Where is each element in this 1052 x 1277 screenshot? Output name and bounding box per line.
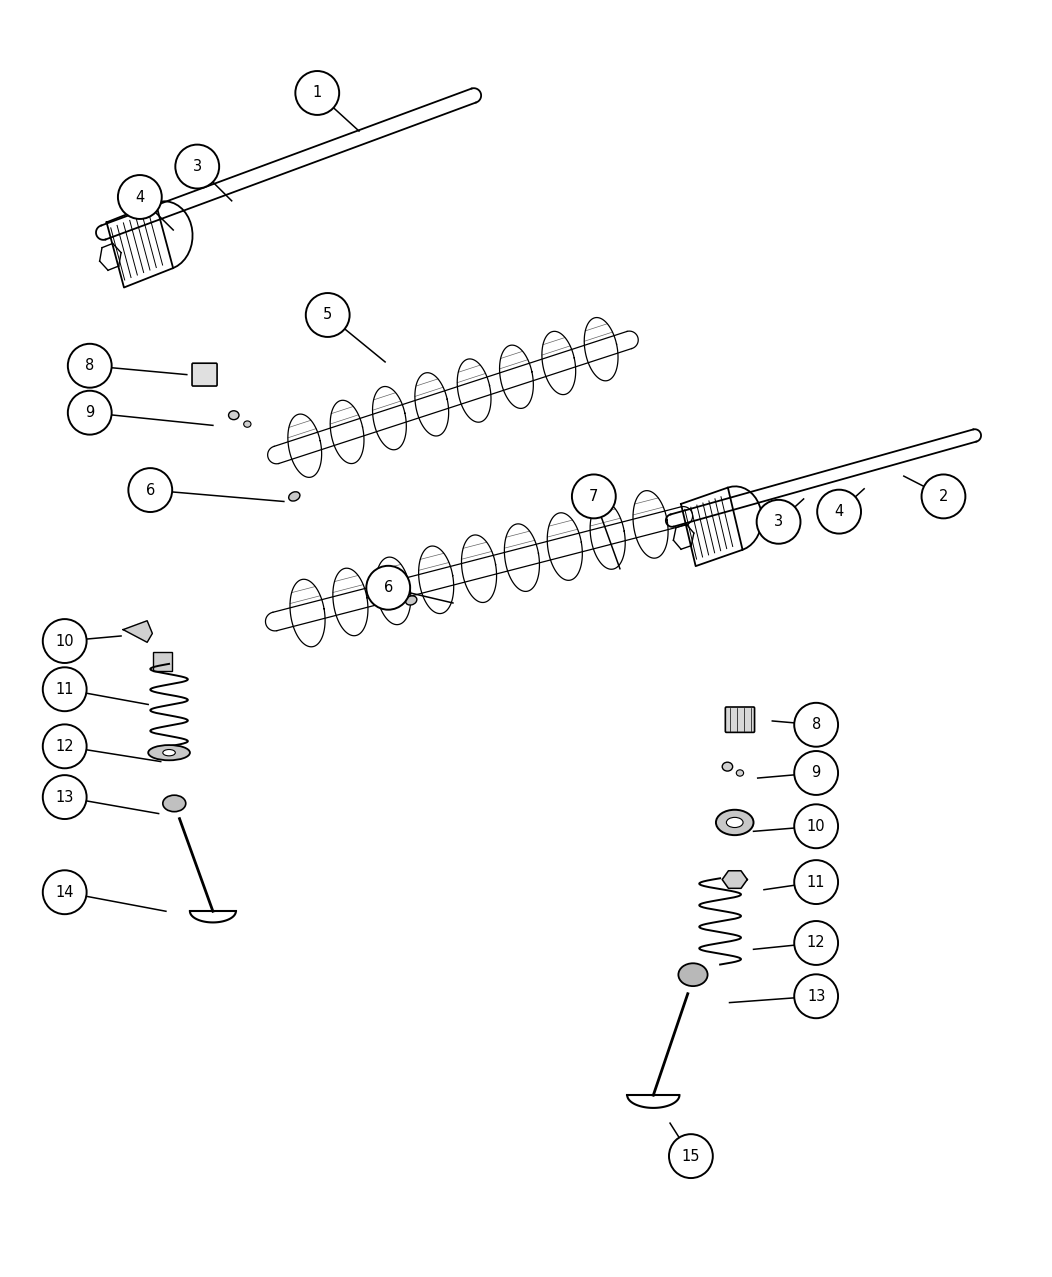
Text: 12: 12	[807, 936, 826, 950]
Ellipse shape	[306, 292, 349, 337]
Ellipse shape	[366, 566, 410, 609]
Polygon shape	[723, 871, 747, 889]
Ellipse shape	[118, 175, 162, 218]
Ellipse shape	[794, 861, 838, 904]
Text: 10: 10	[807, 819, 826, 834]
Ellipse shape	[148, 744, 190, 760]
Ellipse shape	[43, 871, 86, 914]
Ellipse shape	[716, 810, 753, 835]
Text: 15: 15	[682, 1148, 701, 1163]
Ellipse shape	[163, 750, 176, 756]
Text: 4: 4	[136, 189, 144, 204]
Ellipse shape	[43, 724, 86, 769]
Text: 6: 6	[145, 483, 155, 498]
Text: 11: 11	[807, 875, 826, 890]
Ellipse shape	[922, 475, 966, 518]
Text: 8: 8	[85, 359, 95, 373]
Ellipse shape	[572, 475, 615, 518]
Ellipse shape	[43, 619, 86, 663]
Ellipse shape	[794, 702, 838, 747]
Text: 12: 12	[56, 739, 74, 753]
Text: 10: 10	[56, 633, 74, 649]
Text: 1: 1	[312, 86, 322, 101]
Ellipse shape	[794, 805, 838, 848]
Text: 11: 11	[56, 682, 74, 697]
Text: 14: 14	[56, 885, 74, 900]
FancyBboxPatch shape	[193, 363, 217, 386]
Ellipse shape	[794, 921, 838, 965]
Ellipse shape	[296, 72, 339, 115]
Ellipse shape	[756, 499, 801, 544]
Ellipse shape	[228, 411, 239, 420]
Text: 13: 13	[807, 988, 826, 1004]
Ellipse shape	[794, 974, 838, 1018]
Polygon shape	[123, 621, 153, 642]
Ellipse shape	[817, 489, 861, 534]
Text: 9: 9	[85, 405, 95, 420]
Ellipse shape	[163, 796, 186, 812]
Ellipse shape	[723, 762, 732, 771]
Ellipse shape	[736, 770, 744, 776]
Ellipse shape	[43, 668, 86, 711]
Text: 3: 3	[774, 515, 783, 529]
Ellipse shape	[128, 469, 173, 512]
Text: 5: 5	[323, 308, 332, 323]
Text: 3: 3	[193, 160, 202, 174]
Ellipse shape	[405, 596, 417, 605]
Text: 9: 9	[811, 765, 821, 780]
Bar	[154, 653, 173, 672]
Text: 8: 8	[811, 718, 821, 732]
Ellipse shape	[794, 751, 838, 794]
FancyBboxPatch shape	[725, 707, 754, 733]
Ellipse shape	[669, 1134, 713, 1179]
Text: 4: 4	[834, 504, 844, 520]
Text: 2: 2	[938, 489, 948, 504]
Ellipse shape	[726, 817, 743, 827]
Ellipse shape	[43, 775, 86, 819]
Text: 7: 7	[589, 489, 599, 504]
Ellipse shape	[244, 421, 251, 428]
Ellipse shape	[67, 391, 112, 434]
Ellipse shape	[67, 344, 112, 388]
Text: 6: 6	[384, 580, 392, 595]
Text: 13: 13	[56, 789, 74, 805]
Ellipse shape	[288, 492, 300, 501]
Ellipse shape	[679, 963, 708, 986]
Ellipse shape	[176, 144, 219, 189]
